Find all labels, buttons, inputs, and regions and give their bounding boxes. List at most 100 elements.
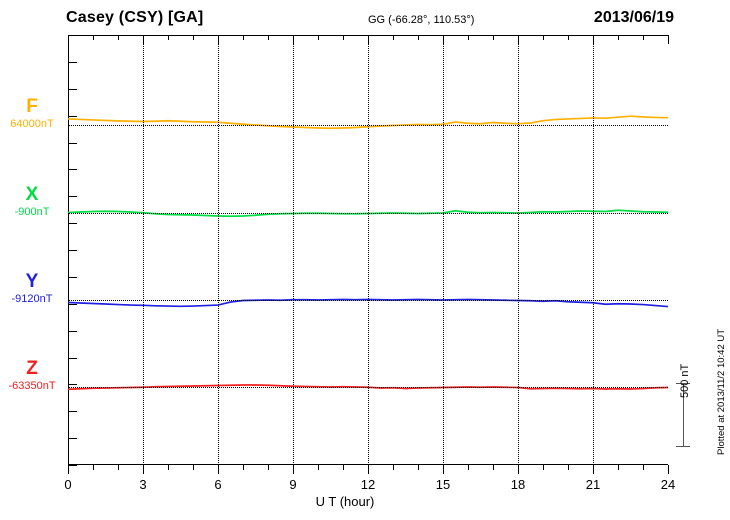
x-axis-tick-major [368, 465, 369, 474]
x-axis-top-tick-minor [468, 35, 469, 40]
component-baseline-value-y: -9120nT [11, 293, 53, 305]
x-axis-top-tick-minor [93, 35, 94, 40]
x-axis-top-tick-minor [318, 35, 319, 40]
x-axis-tick-minor [393, 465, 394, 470]
x-axis-tick-major [593, 465, 594, 474]
x-axis-title: U T (hour) [0, 494, 730, 509]
y-axis-tick [68, 438, 77, 440]
scale-bar-bottom-cap [676, 446, 690, 447]
component-letter-x: X [25, 184, 39, 205]
x-axis-top-tick-major [668, 35, 669, 44]
x-axis-tick-major [68, 465, 69, 474]
x-axis-top-tick-minor [243, 35, 244, 40]
plot-area [68, 35, 668, 465]
x-axis-tick-label: 21 [585, 477, 601, 492]
y-axis-tick [68, 276, 77, 278]
component-baseline-value-f: 64000nT [10, 118, 54, 130]
y-axis-tick [68, 115, 77, 117]
geographic-coordinates: GG (-66.28°, 110.53°) [368, 14, 475, 26]
component-letter-y: Y [25, 271, 39, 292]
y-axis-tick [68, 303, 77, 305]
x-axis-tick-label: 12 [360, 477, 376, 492]
observation-date: 2013/06/19 [593, 9, 674, 26]
gridline-vertical [293, 35, 294, 465]
x-axis-tick-minor [493, 465, 494, 470]
component-label-f: F 64000nT [0, 97, 64, 130]
x-axis-tick-minor [543, 465, 544, 470]
gridline-vertical [368, 35, 369, 465]
x-axis-tick-major [668, 465, 669, 474]
y-axis-tick [68, 61, 77, 63]
scale-bar-top-cap [676, 383, 690, 384]
x-axis-tick-label: 15 [435, 477, 451, 492]
x-axis-top-tick-major [518, 35, 519, 44]
x-axis-top-tick-minor [493, 35, 494, 40]
x-axis-tick-minor [643, 465, 644, 470]
y-axis-tick [68, 169, 77, 171]
x-axis-tick-major [518, 465, 519, 474]
x-axis-tick-major [218, 465, 219, 474]
x-axis-top-tick-minor [418, 35, 419, 40]
x-axis-top-tick-minor [268, 35, 269, 40]
x-axis-top-tick-minor [543, 35, 544, 40]
gridline-vertical [443, 35, 444, 465]
baseline-f [68, 125, 668, 126]
x-axis-tick-minor [568, 465, 569, 470]
x-axis-top-tick-minor [343, 35, 344, 40]
x-axis-tick-label: 18 [510, 477, 526, 492]
x-axis-tick-minor [118, 465, 119, 470]
baseline-x [68, 213, 668, 214]
x-axis-top-tick-major [443, 35, 444, 44]
x-axis-tick-minor [93, 465, 94, 470]
page-title: Casey (CSY) [GA] [66, 9, 204, 26]
x-axis-top-tick-minor [618, 35, 619, 40]
x-axis-top-tick-major [593, 35, 594, 44]
y-axis-tick [68, 196, 77, 198]
x-axis-tick-minor [343, 465, 344, 470]
x-axis-top-tick-minor [193, 35, 194, 40]
baseline-y [68, 300, 668, 301]
component-baseline-value-x: -900nT [14, 206, 50, 218]
x-axis-top-tick-major [293, 35, 294, 44]
scale-bar-label: 500 nT [679, 363, 691, 398]
x-axis-tick-label: 24 [660, 477, 676, 492]
x-axis-top-tick-minor [118, 35, 119, 40]
x-axis-tick-minor [243, 465, 244, 470]
component-label-x: X -900nT [0, 185, 64, 218]
x-axis-top-tick-minor [168, 35, 169, 40]
plotted-at-stamp: Plotted at 2013/11/2 10:42 UT [716, 328, 727, 455]
x-axis-top-tick-major [218, 35, 219, 44]
component-label-y: Y -9120nT [0, 272, 64, 305]
x-axis-tick-major [293, 465, 294, 474]
x-axis-title-text: U T (hour) [315, 494, 375, 509]
x-axis-top-tick-minor [568, 35, 569, 40]
x-axis-tick-label: 0 [64, 477, 72, 492]
baseline-z [68, 387, 668, 388]
component-letter-z: Z [26, 358, 38, 379]
y-axis-tick [68, 330, 77, 332]
x-axis-tick-minor [418, 465, 419, 470]
x-axis-tick-major [443, 465, 444, 474]
gridline-vertical [593, 35, 594, 465]
gridline-vertical [518, 35, 519, 465]
component-label-z: Z -63350nT [0, 359, 64, 392]
component-baseline-value-z: -63350nT [8, 380, 56, 392]
x-axis-tick-minor [318, 465, 319, 470]
y-axis-tick [68, 384, 77, 386]
x-axis-tick-label: 6 [214, 477, 222, 492]
x-axis-tick-minor [193, 465, 194, 470]
scale-bar [683, 383, 684, 446]
x-axis-tick-major [143, 465, 144, 474]
gridline-vertical [143, 35, 144, 465]
y-axis-tick [68, 142, 77, 144]
x-axis-tick-label: 3 [139, 477, 147, 492]
x-axis-top-tick-major [68, 35, 69, 44]
y-axis-tick [68, 465, 77, 466]
y-axis-tick [68, 35, 77, 36]
x-axis-tick-label: 9 [289, 477, 297, 492]
y-axis-tick [68, 357, 77, 359]
component-letter-f: F [26, 96, 38, 117]
x-axis-tick-minor [268, 465, 269, 470]
y-axis-tick [68, 411, 77, 413]
